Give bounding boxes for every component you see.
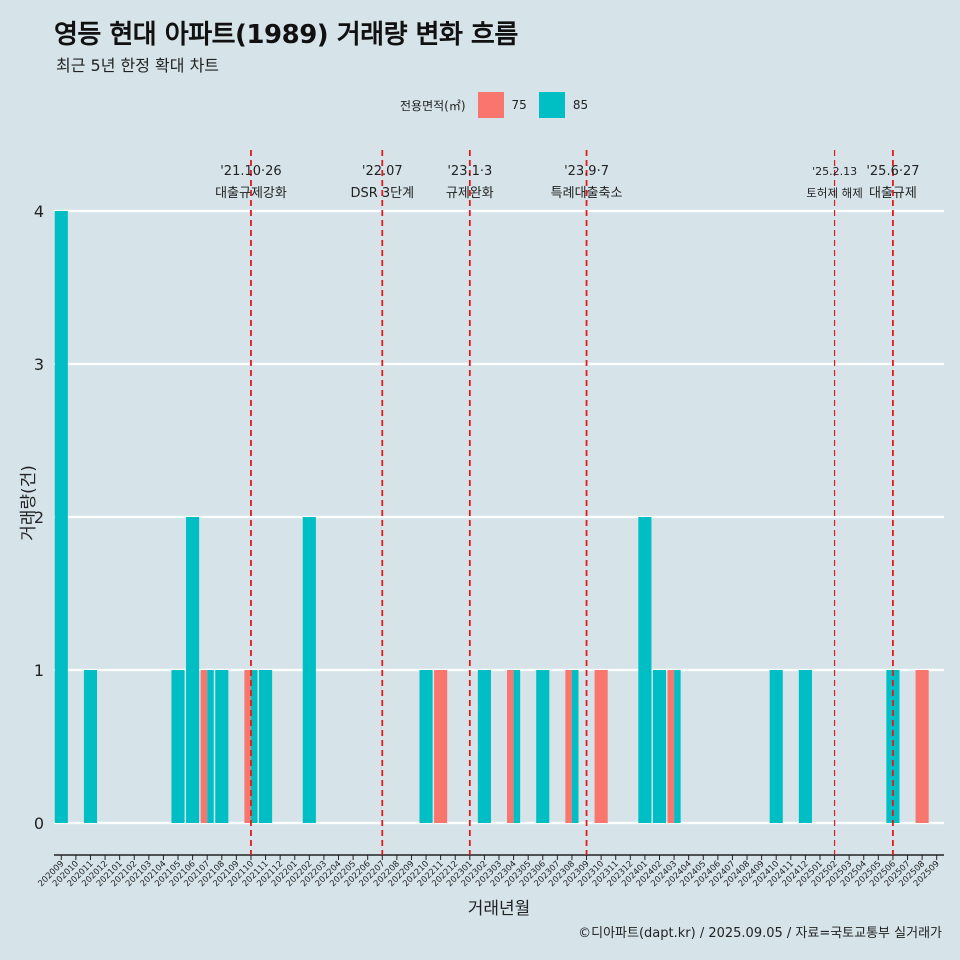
legend-item-75: 75 bbox=[477, 92, 527, 118]
bar-75-202304 bbox=[507, 670, 514, 823]
legend-label-75: 75 bbox=[511, 98, 527, 112]
bar-85-202105 bbox=[171, 670, 185, 823]
bar-85-202302 bbox=[477, 670, 491, 823]
event-label-202502: 토허제 해제 bbox=[806, 186, 863, 200]
event-date-202309: '23.9·7 bbox=[564, 164, 609, 179]
bar-85-202308 bbox=[571, 670, 579, 823]
legend-swatch-75 bbox=[477, 92, 504, 118]
bar-85-202009 bbox=[54, 211, 68, 823]
y-tick-label-3: 3 bbox=[34, 355, 44, 374]
event-date-202301: '23.1·3 bbox=[447, 164, 492, 179]
legend: 전용면적(㎡) 75 85 bbox=[400, 92, 588, 118]
bar-85-202011 bbox=[83, 670, 98, 823]
y-tick-label-0: 0 bbox=[34, 814, 44, 833]
bar-75-202211 bbox=[434, 670, 448, 823]
chart-subtitle: 최근 5년 한정 확대 차트 bbox=[56, 56, 220, 75]
event-label-202506: 대출규제 bbox=[869, 186, 917, 201]
bar-75-202310 bbox=[594, 670, 608, 823]
bar-85-202306 bbox=[536, 670, 550, 823]
bar-85-202111 bbox=[258, 670, 273, 823]
y-tick-label-1: 1 bbox=[34, 661, 44, 680]
event-label-202110: 대출규제강화 bbox=[215, 186, 287, 201]
bar-85-202108 bbox=[215, 670, 229, 823]
bar-85-202210 bbox=[419, 670, 433, 823]
bar-75-202508 bbox=[915, 670, 929, 823]
event-date-202110: '21.10·26 bbox=[220, 164, 281, 179]
bar-85-202412 bbox=[798, 670, 812, 823]
bar-75-202110 bbox=[244, 670, 251, 823]
event-date-202502: '25.2.13 bbox=[812, 165, 857, 178]
bar-75-202107 bbox=[200, 670, 208, 823]
bar-85-202107 bbox=[207, 670, 214, 823]
bar-75-202403 bbox=[667, 670, 675, 823]
y-tick-label-2: 2 bbox=[34, 508, 44, 527]
legend-swatch-85 bbox=[538, 92, 565, 118]
bar-85-202202 bbox=[302, 517, 316, 823]
bar-85-202402 bbox=[652, 670, 667, 823]
source-caption: ©디아파트(dapt.kr) / 2025.09.05 / 자료=국토교통부 실… bbox=[578, 926, 942, 941]
legend-item-85: 85 bbox=[538, 92, 589, 118]
legend-label-85: 85 bbox=[572, 98, 589, 112]
bar-85-202506 bbox=[886, 670, 900, 823]
x-axis-title: 거래년월 bbox=[468, 899, 531, 919]
bar-85-202403 bbox=[674, 670, 681, 823]
bar-85-202106 bbox=[186, 517, 200, 823]
bar-75-202308 bbox=[565, 670, 572, 823]
bar-85-202401 bbox=[638, 517, 652, 823]
event-date-202506: '25.6·27 bbox=[866, 164, 919, 179]
event-label-202207: DSR 3단계 bbox=[350, 186, 414, 201]
y-tick-label-4: 4 bbox=[34, 202, 44, 221]
event-label-202301: 규제완화 bbox=[446, 186, 494, 201]
event-label-202309: 특례대출축소 bbox=[551, 186, 623, 201]
bar-85-202304 bbox=[513, 670, 521, 823]
bar-85-202110 bbox=[250, 670, 258, 823]
legend-title: 전용면적(㎡) bbox=[400, 98, 466, 113]
event-date-202207: '22.07 bbox=[362, 164, 403, 179]
bar-85-202410 bbox=[769, 670, 783, 823]
y-axis-title: 거래량(건) bbox=[19, 465, 39, 541]
chart-title: 영등 현대 아파트(1989) 거래량 변화 흐름 bbox=[54, 20, 518, 50]
